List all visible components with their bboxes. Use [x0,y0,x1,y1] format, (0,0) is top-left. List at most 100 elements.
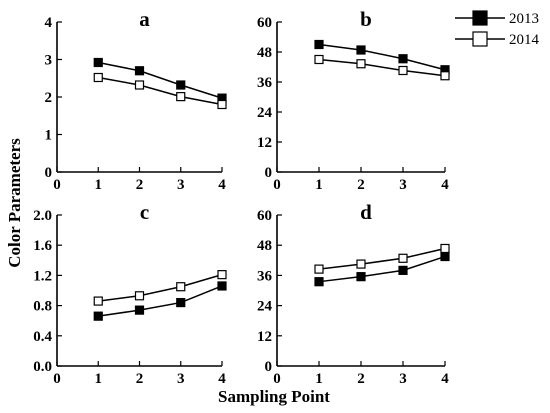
x-tick-label-b: 1 [315,177,323,193]
y-tick-label-c: 1.2 [33,268,52,284]
y-tick-label-d: 24 [257,299,273,315]
data-point-a-2013 [176,80,186,90]
data-point-b-2013 [314,39,324,50]
x-tick-label-c: 1 [95,371,103,387]
panel-c: 0.0 0.4 0.8 1.2 1.6 2.0 0 1 2 3 4 c [33,200,227,387]
y-tick-label-c: 0.8 [33,299,52,315]
data-point-b-2014 [440,71,450,81]
y-tick-label-a: 0 [45,165,53,181]
data-point-a-2014 [93,72,103,83]
legend-marker-open-square [472,31,488,47]
y-tick-label-a: 1 [45,128,53,144]
y-tick-label-c: 0.0 [33,359,52,375]
x-tick-label-c: 4 [218,371,226,387]
y-tick-label-b: 12 [257,135,272,151]
y-tick-label-d: 48 [257,238,272,254]
data-point-a-2014 [217,99,227,110]
series-line-d-2013 [318,255,446,283]
data-point-a-2014 [134,80,145,90]
x-tick-label-d: 2 [357,371,365,387]
data-point-d-2014 [398,253,408,263]
y-axis-title: Color Parameters [5,138,24,268]
data-point-b-2014 [398,65,408,76]
legend-label-2013: 2013 [509,11,539,27]
data-point-b-2013 [356,45,366,55]
y-tick-label-c: 2.0 [33,208,52,224]
x-tick-label-b: 4 [441,177,449,193]
y-tick-label-d: 0 [265,359,273,375]
x-tick-label-b: 0 [273,177,281,193]
data-point-c-2013 [134,305,145,315]
y-tick-label-a: 2 [45,90,53,106]
panel-a: 0 1 2 3 4 0 1 2 3 4 a [45,7,227,193]
x-tick-label-d: 0 [273,371,281,387]
data-point-d-2013 [356,272,366,282]
y-tick-label-a: 4 [45,15,53,31]
legend: 2013 2014 [455,10,540,48]
data-point-c-2014 [134,291,145,301]
x-tick-label-b: 2 [357,177,365,193]
series-line-d-2014 [318,247,446,270]
y-tick-label-c: 1.6 [33,238,52,254]
x-axis-title: Sampling Point [218,387,330,406]
y-tick-label-b: 48 [257,45,272,61]
series-line-c-2014 [98,273,223,302]
data-point-c-2013 [93,311,103,321]
x-tick-label-b: 3 [399,177,407,193]
data-point-b-2013 [398,54,408,64]
data-point-d-2013 [440,251,450,262]
x-tick-label-c: 3 [177,371,185,387]
x-tick-label-a: 1 [95,177,103,193]
data-point-b-2014 [356,59,366,69]
data-point-c-2014 [176,282,186,292]
data-point-d-2013 [314,277,324,287]
data-point-a-2013 [93,57,103,68]
x-tick-label-a: 4 [218,177,226,193]
panel-label-b: b [360,7,372,31]
legend-entry-2014: 2014 [455,31,540,48]
data-point-b-2014 [314,54,324,65]
legend-marker-filled-square [472,10,488,26]
y-tick-label-b: 36 [257,75,273,91]
panel-label-d: d [360,200,372,224]
y-tick-label-d: 12 [257,329,272,345]
data-point-c-2013 [176,297,186,308]
legend-label-2014: 2014 [509,32,540,48]
y-tick-label-a: 3 [45,53,53,69]
y-tick-label-c: 0.4 [33,329,52,345]
x-tick-label-d: 3 [399,371,407,387]
data-point-a-2014 [176,92,186,102]
data-point-d-2014 [440,243,450,254]
y-tick-label-b: 60 [257,15,272,31]
series-line-c-2013 [98,285,223,317]
y-tick-label-b: 0 [265,165,273,181]
y-tick-label-d: 36 [257,268,273,284]
x-tick-label-c: 2 [136,371,144,387]
series-line-b-2014 [318,58,446,77]
data-point-a-2013 [134,66,145,76]
x-tick-label-c: 0 [53,371,61,387]
series-line-b-2013 [318,43,446,71]
data-point-c-2014 [217,270,227,280]
data-point-c-2014 [93,296,103,306]
y-tick-label-b: 24 [257,105,273,121]
x-tick-label-d: 4 [441,371,449,387]
x-tick-label-a: 3 [177,177,185,193]
series-line-a-2014 [98,76,223,106]
data-point-d-2013 [398,265,408,275]
data-point-d-2014 [314,264,324,274]
panel-label-a: a [139,7,150,31]
x-tick-label-a: 0 [53,177,61,193]
y-tick-label-d: 60 [257,208,272,224]
legend-entry-2013: 2013 [455,10,539,27]
data-point-d-2014 [356,259,366,269]
panel-label-c: c [140,200,149,224]
x-tick-label-d: 1 [315,371,323,387]
series-line-a-2013 [98,61,223,99]
data-point-c-2013 [217,281,227,291]
x-tick-label-a: 2 [136,177,144,193]
